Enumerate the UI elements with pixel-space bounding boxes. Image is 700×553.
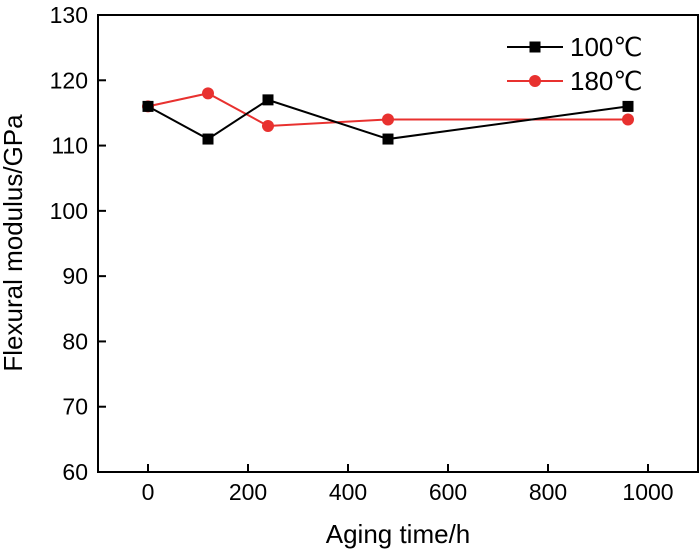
- y-tick-label: 130: [50, 2, 88, 28]
- y-tick-label: 100: [50, 198, 88, 224]
- series-1: [142, 87, 634, 132]
- data-point: [202, 87, 214, 100]
- series-0: [142, 94, 634, 145]
- legend: 100℃ 180℃: [507, 32, 643, 96]
- x-tick-label: 400: [329, 479, 367, 505]
- data-point: [262, 119, 274, 132]
- y-tick-label: 110: [51, 133, 88, 159]
- x-tick-label: 1000: [622, 479, 673, 505]
- data-point: [622, 100, 634, 112]
- x-tick-label: 200: [229, 479, 267, 505]
- data-point: [382, 113, 394, 126]
- data-point: [529, 41, 541, 53]
- y-tick-label: 70: [62, 394, 88, 420]
- data-point: [622, 113, 634, 126]
- x-tick-label: 0: [142, 479, 155, 505]
- legend-label: 100℃: [570, 32, 643, 62]
- data-point: [202, 133, 214, 145]
- x-tick-label: 600: [429, 479, 467, 505]
- x-axis-title: Aging time/h: [326, 519, 471, 549]
- legend-label: 180℃: [570, 66, 643, 96]
- data-point: [382, 133, 394, 145]
- data-point: [529, 75, 541, 87]
- y-tick-label: 90: [62, 263, 88, 289]
- plot-frame: [97, 14, 699, 473]
- y-axis-title: Flexural modulus/GPa: [0, 114, 28, 372]
- y-tick-label: 120: [50, 67, 88, 93]
- legend-item: 180℃: [507, 66, 643, 96]
- data-point: [142, 100, 154, 112]
- data-point: [262, 94, 274, 106]
- x-tick-label: 800: [529, 479, 567, 505]
- series-layer: [142, 87, 634, 145]
- y-tick-label: 80: [62, 328, 88, 354]
- y-tick-label: 60: [62, 459, 88, 485]
- legend-item: 100℃: [507, 32, 643, 62]
- axis-ticks: 0 200 400 600 800 1000 60 70 80 90 100 110 120 130: [50, 2, 674, 505]
